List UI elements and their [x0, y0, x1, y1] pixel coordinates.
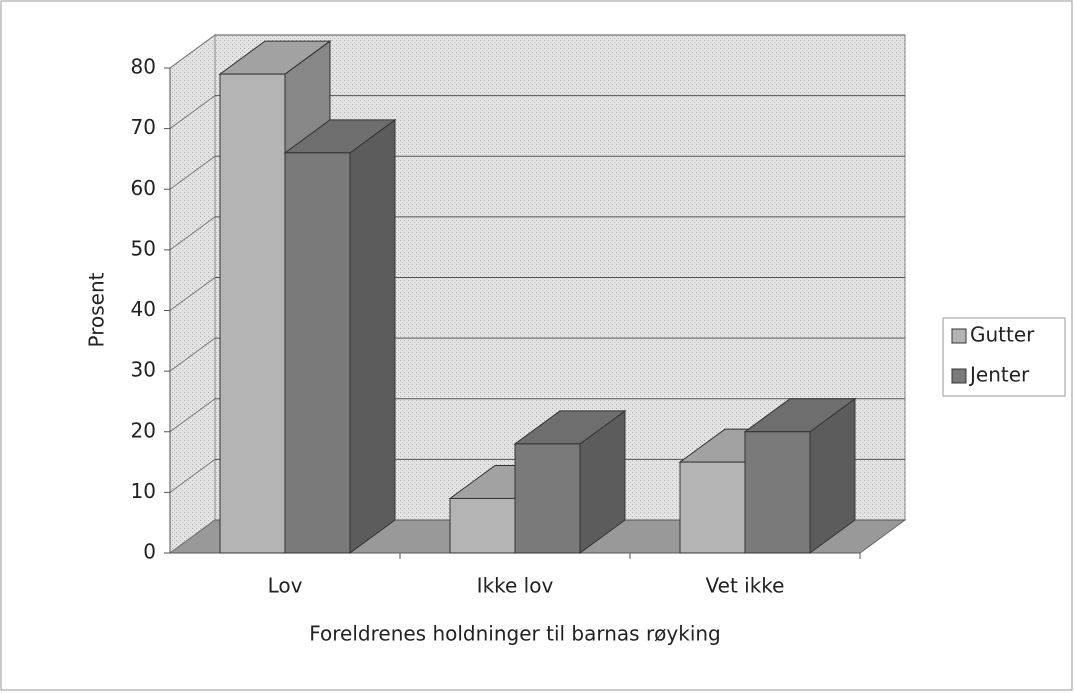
grid-line	[169, 155, 216, 190]
y-tick-label: 10	[131, 479, 156, 503]
bar	[284, 152, 351, 554]
grid-line	[169, 34, 216, 69]
y-tick-label: 30	[131, 358, 156, 382]
legend-label: Jenter	[968, 363, 1030, 387]
grid-line	[169, 216, 216, 251]
y-tick-label: 70	[131, 115, 156, 139]
bar	[449, 497, 516, 554]
x-axis-label: Foreldrenes holdninger til barnas røykin…	[309, 622, 721, 646]
grid-line	[169, 95, 216, 130]
y-tick-label: 40	[131, 297, 156, 321]
x-tick-label: Ikke lov	[477, 574, 554, 598]
legend-label: Gutter	[970, 323, 1035, 347]
y-tick-label: 80	[131, 55, 156, 79]
y-tick-label: 20	[131, 418, 156, 442]
x-tick-label: Lov	[268, 574, 303, 598]
bar	[679, 461, 746, 554]
bar	[514, 443, 581, 554]
legend-swatch	[951, 328, 967, 344]
legend-swatch	[951, 368, 967, 384]
x-tick-label: Vet ikke	[706, 574, 785, 598]
grid-line	[169, 398, 216, 433]
grid-line	[169, 458, 216, 493]
y-tick-label: 50	[131, 236, 156, 260]
grid-line	[169, 277, 216, 311]
y-tick-label: 0	[143, 540, 156, 564]
bar	[744, 431, 811, 554]
y-axis-label: Prosent	[85, 272, 109, 347]
grid-line	[169, 337, 216, 372]
grid-line	[169, 519, 216, 554]
y-tick-label: 60	[131, 176, 156, 200]
bar	[219, 73, 286, 554]
bar-side	[349, 118, 396, 554]
